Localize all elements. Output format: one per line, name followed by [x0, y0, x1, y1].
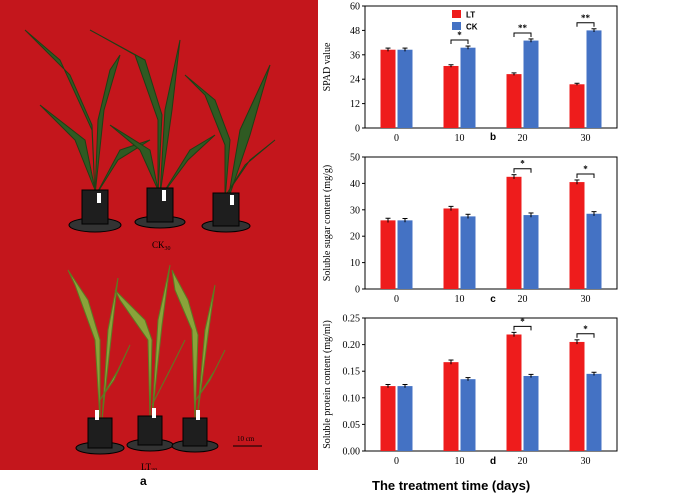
y-tick-label: 20	[350, 232, 360, 243]
y-tick-label: 12	[350, 99, 360, 110]
x-tick-label: 20	[518, 294, 528, 305]
legend-swatch-lt	[452, 10, 461, 18]
significance-bracket	[576, 22, 595, 27]
plot-frame	[364, 5, 618, 129]
bar-ck	[586, 30, 602, 128]
lt-pots	[75, 415, 219, 455]
bar-lt	[506, 176, 522, 289]
significance-mark: *	[583, 164, 588, 174]
bar-lt	[569, 341, 585, 451]
y-tick-label: 0.10	[343, 393, 361, 404]
significance-bracket	[513, 325, 532, 331]
significance-bracket	[576, 173, 595, 178]
bar-lt	[506, 74, 522, 128]
significance-mark: *	[457, 30, 462, 40]
bar-lt	[380, 49, 396, 128]
y-tick-label: 50	[350, 153, 360, 164]
plant-illustration: CK30 LT30 10 cm	[24, 29, 276, 474]
legend-swatch-ck	[452, 22, 461, 30]
x-tick-label: 30	[581, 133, 591, 144]
bar-ck	[460, 216, 476, 289]
panel-a-label: a	[140, 474, 147, 488]
y-tick-label: 0.05	[343, 420, 361, 431]
significance-mark: **	[581, 13, 591, 23]
significance-mark: *	[583, 324, 588, 334]
x-tick-label: 20	[518, 133, 528, 144]
bar-ck	[523, 215, 539, 289]
y-axis-label: SPAD value	[322, 42, 333, 91]
panel-label: d	[490, 456, 496, 467]
bar-ck	[460, 47, 476, 128]
y-axis-label: Soluble sugar content (mg/g)	[322, 165, 333, 281]
legend-label-ck: CK	[466, 23, 478, 32]
significance-mark: *	[520, 316, 525, 326]
bar-lt	[443, 362, 459, 451]
y-tick-label: 48	[350, 26, 360, 37]
bar-lt	[569, 182, 585, 289]
label-tag	[162, 190, 166, 201]
y-tick-label: 0	[355, 124, 360, 135]
y-tick-label: 0	[355, 285, 360, 296]
plot-frame	[364, 156, 618, 290]
bar-lt	[443, 208, 459, 289]
y-tick-label: 24	[350, 75, 360, 86]
y-tick-label: 36	[350, 50, 360, 61]
label-tag	[230, 195, 234, 205]
x-tick-label: 0	[394, 133, 399, 144]
label-tag	[152, 408, 156, 418]
bar-ck	[397, 220, 413, 289]
significance-bracket	[513, 32, 532, 37]
x-tick-label: 30	[581, 456, 591, 467]
significance-bracket	[513, 168, 532, 173]
bar-lt	[380, 220, 396, 289]
bar-lt	[443, 65, 459, 128]
ck-pots	[68, 187, 251, 233]
panel-label: c	[490, 294, 496, 305]
bar-ck	[397, 49, 413, 128]
ck30-label: CK30	[152, 240, 171, 252]
significance-bracket	[450, 39, 469, 45]
x-tick-label: 10	[455, 456, 465, 467]
bar-ck	[586, 373, 602, 451]
y-tick-label: 0.20	[343, 340, 361, 351]
x-tick-label: 20	[518, 456, 528, 467]
panel-label: b	[490, 132, 496, 143]
y-tick-label: 10	[350, 258, 360, 269]
bar-ck	[523, 40, 539, 128]
x-tick-label: 30	[581, 294, 591, 305]
y-tick-label: 60	[350, 2, 360, 13]
x-axis-label: The treatment time (days)	[372, 478, 531, 493]
y-tick-label: 40	[350, 179, 360, 190]
y-tick-label: 0.15	[343, 367, 361, 378]
bar-lt	[506, 334, 522, 451]
significance-mark: **	[518, 23, 528, 33]
bar-lt	[380, 386, 396, 451]
ck-plants	[24, 29, 276, 201]
plot-frame	[364, 317, 618, 452]
label-tag	[97, 193, 101, 203]
bar-ck	[523, 375, 539, 451]
significance-mark: *	[520, 159, 525, 169]
bar-ck	[586, 213, 602, 289]
x-tick-label: 0	[394, 294, 399, 305]
significance-bracket	[576, 333, 595, 338]
bar-lt	[569, 84, 585, 128]
x-tick-label: 10	[455, 133, 465, 144]
x-tick-label: 10	[455, 294, 465, 305]
y-tick-label: 0.25	[343, 314, 361, 325]
scale-bar-label: 10 cm	[237, 435, 255, 443]
y-tick-label: 0.00	[343, 447, 361, 458]
x-tick-label: 0	[394, 456, 399, 467]
plant-photo: CK30 LT30 10 cm	[0, 0, 318, 474]
y-axis-label: Soluble protein content (mg/ml)	[322, 320, 333, 449]
label-tag	[95, 410, 99, 420]
legend-label-lt: LT	[466, 11, 475, 20]
bar-ck	[397, 386, 413, 451]
label-tag	[196, 410, 200, 420]
lt-plants	[67, 264, 226, 421]
bar-ck	[460, 379, 476, 451]
y-tick-label: 30	[350, 205, 360, 216]
